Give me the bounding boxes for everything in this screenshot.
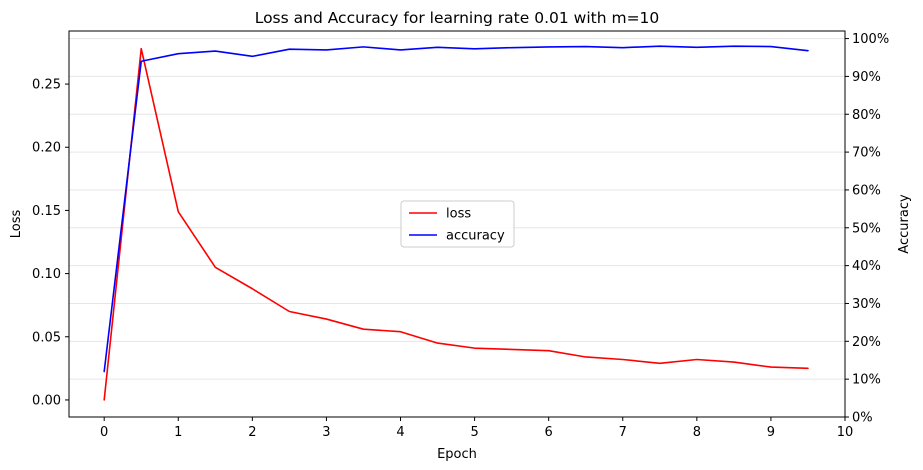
- x-tick-label: 5: [470, 425, 478, 440]
- x-tick-label: 3: [322, 425, 330, 440]
- y2-tick-label: 80%: [852, 108, 881, 123]
- y-tick-label: 0.15: [32, 204, 61, 219]
- loss-line: [103, 47, 809, 401]
- x-tick-label: 9: [767, 425, 775, 440]
- y2-tick-label: 40%: [852, 259, 881, 274]
- legend-label-accuracy: accuracy: [446, 229, 505, 244]
- y2-tick-label: 0%: [852, 411, 873, 426]
- legend-label-loss: loss: [446, 207, 471, 222]
- y2-tick-label: 20%: [852, 335, 881, 350]
- x-tick-label: 7: [619, 425, 627, 440]
- y2-tick-label: 70%: [852, 146, 881, 161]
- series-lines: [103, 45, 809, 401]
- y-tick-label: 0.20: [32, 141, 61, 156]
- x-tick-label: 2: [248, 425, 256, 440]
- x-tick-label: 10: [837, 425, 854, 440]
- x-axis-title: Epoch: [437, 447, 477, 462]
- y2-tick-label: 60%: [852, 183, 881, 198]
- x-tick-label: 1: [174, 425, 182, 440]
- y-axis-title: Loss: [9, 210, 24, 239]
- y-tick-label: 0.25: [32, 78, 61, 93]
- y-tick-label: 0.00: [32, 393, 61, 408]
- y2-axis-title: Accuracy: [897, 194, 912, 254]
- y-tick-label: 0.10: [32, 267, 61, 282]
- y-axis-right: 0% 10% 20% 30% 40% 50% 60% 70% 80% 90% 100%: [845, 32, 889, 426]
- accuracy-line: [103, 45, 809, 373]
- y2-tick-label: 90%: [852, 70, 881, 85]
- y2-tick-label: 30%: [852, 297, 881, 312]
- y2-tick-label: 50%: [852, 221, 881, 236]
- y-axis-left: 0.00 0.05 0.10 0.15 0.20 0.25: [32, 78, 69, 408]
- y-tick-label: 0.05: [32, 330, 61, 345]
- chart-title: Loss and Accuracy for learning rate 0.01…: [255, 9, 660, 27]
- y2-tick-label: 10%: [852, 373, 881, 388]
- y2-tick-label: 100%: [852, 32, 889, 47]
- legend: loss accuracy: [400, 200, 515, 248]
- x-tick-label: 4: [396, 425, 404, 440]
- x-axis: 0 1 2 3 4 5 6 7 8 9 10: [100, 417, 853, 440]
- x-tick-label: 8: [693, 425, 701, 440]
- x-tick-label: 6: [545, 425, 553, 440]
- x-tick-label: 0: [100, 425, 108, 440]
- plot-frame: [68, 30, 846, 418]
